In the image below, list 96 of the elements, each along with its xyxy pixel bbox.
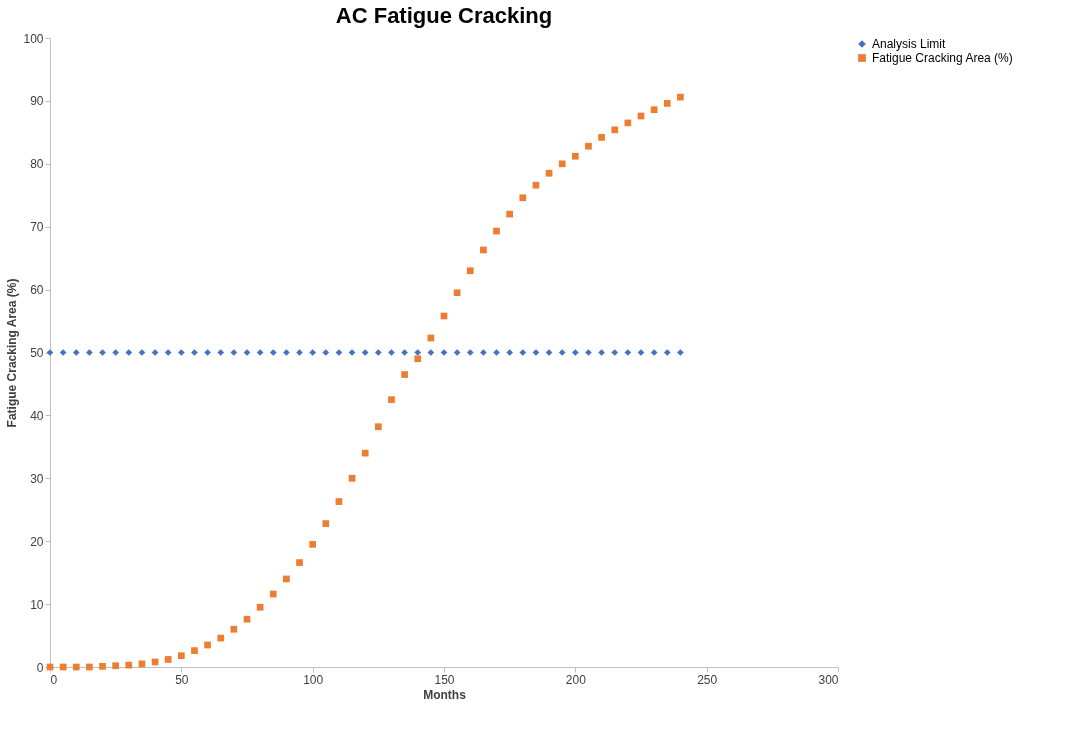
y-tick-label: 80 xyxy=(30,157,44,172)
y-tick-label: 10 xyxy=(30,597,44,612)
point xyxy=(125,349,133,356)
point xyxy=(217,634,225,642)
point xyxy=(388,396,395,404)
point xyxy=(558,349,566,356)
point xyxy=(506,349,514,356)
point xyxy=(164,656,172,663)
point xyxy=(493,349,500,356)
y-tick-label: 70 xyxy=(30,220,44,235)
point xyxy=(256,603,264,611)
point xyxy=(374,349,382,356)
point xyxy=(677,93,684,101)
y-axis-title: Fatigue Cracking Area (%) xyxy=(5,278,20,428)
point xyxy=(283,349,290,356)
point xyxy=(611,126,619,134)
point xyxy=(269,349,277,356)
point xyxy=(322,520,330,527)
point xyxy=(361,349,369,356)
point xyxy=(204,641,211,649)
point xyxy=(243,615,251,623)
point xyxy=(217,349,225,356)
x-tick-label: 50 xyxy=(175,672,189,687)
point xyxy=(309,540,317,548)
x-axis-title: Months xyxy=(423,687,467,702)
point xyxy=(663,100,671,107)
point xyxy=(283,575,290,583)
y-tick-label: 90 xyxy=(30,94,44,109)
point xyxy=(164,349,172,356)
point xyxy=(585,142,592,150)
point xyxy=(125,661,133,669)
point xyxy=(663,349,671,356)
point xyxy=(191,647,198,654)
y-tick-label: 40 xyxy=(30,408,44,423)
point xyxy=(414,349,422,356)
chart-title: AC Fatigue Cracking xyxy=(335,3,553,28)
point xyxy=(204,349,211,356)
point xyxy=(650,106,658,114)
point xyxy=(322,349,330,356)
point xyxy=(348,474,356,482)
point xyxy=(532,181,540,189)
point xyxy=(112,349,120,356)
y-tick-label: 100 xyxy=(23,31,44,46)
point xyxy=(401,349,408,356)
point xyxy=(296,559,303,566)
point xyxy=(480,246,487,254)
x-tick-label: 100 xyxy=(303,672,324,687)
x-tick-label: 300 xyxy=(818,672,839,687)
point xyxy=(480,349,487,356)
y-tick-label: 0 xyxy=(36,660,44,675)
y-tick-label: 30 xyxy=(30,471,44,486)
point xyxy=(86,349,93,356)
point xyxy=(230,625,238,633)
point xyxy=(72,663,80,671)
y-tick-label: 50 xyxy=(30,346,44,360)
point xyxy=(466,349,474,356)
point xyxy=(99,663,106,670)
point xyxy=(309,349,317,356)
point xyxy=(72,349,80,356)
point xyxy=(388,349,395,356)
y-tick-label: 60 xyxy=(30,283,44,298)
point xyxy=(361,449,369,457)
point xyxy=(335,498,343,505)
point xyxy=(598,134,605,141)
point xyxy=(545,169,553,177)
x-tick-label: 250 xyxy=(697,672,718,687)
point xyxy=(506,210,514,218)
point xyxy=(571,349,579,356)
y-tick-label: 20 xyxy=(30,534,44,549)
x-tick-label: 0 xyxy=(50,672,58,687)
point xyxy=(191,349,198,356)
point xyxy=(112,662,120,670)
point xyxy=(296,349,303,356)
legend-label: Analysis Limit xyxy=(872,37,947,51)
point xyxy=(585,349,592,356)
point xyxy=(414,355,422,363)
point xyxy=(519,194,527,202)
x-tick-label: 200 xyxy=(565,672,587,687)
point xyxy=(571,152,579,160)
point xyxy=(598,349,605,356)
point xyxy=(401,371,408,378)
point xyxy=(677,349,684,356)
point xyxy=(558,160,566,168)
point xyxy=(466,267,474,275)
point xyxy=(177,652,185,660)
point xyxy=(86,663,93,671)
point xyxy=(493,227,500,235)
point xyxy=(374,423,382,431)
point xyxy=(177,349,185,356)
legend-label: Fatigue Cracking Area (%) xyxy=(872,51,1013,65)
point xyxy=(99,349,106,356)
point xyxy=(519,349,527,356)
point xyxy=(269,590,277,598)
point xyxy=(453,289,461,297)
point xyxy=(611,349,619,356)
x-tick-label: 150 xyxy=(434,672,455,687)
